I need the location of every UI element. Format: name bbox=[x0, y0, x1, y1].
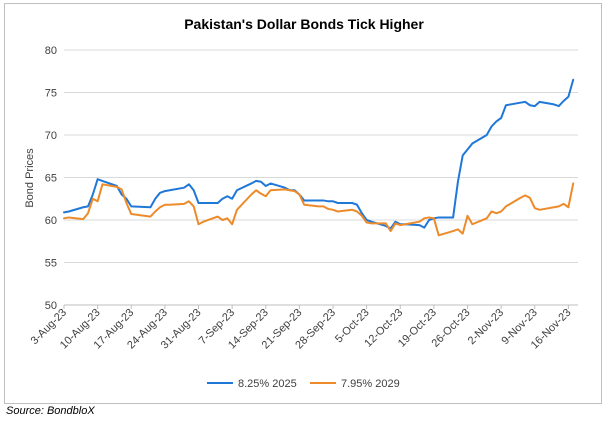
y-tick-label: 65 bbox=[45, 173, 57, 185]
y-tick-label: 55 bbox=[45, 258, 57, 270]
source-note: Source: BondbloX bbox=[6, 405, 95, 417]
x-tick-label: 2-Nov-23 bbox=[466, 307, 506, 347]
y-tick-label: 75 bbox=[45, 88, 57, 100]
y-tick-label: 50 bbox=[45, 300, 57, 312]
legend-label: 8.25% 2025 bbox=[238, 378, 297, 390]
chart-title: Pakistan's Dollar Bonds Tick Higher bbox=[184, 16, 424, 32]
gridlines bbox=[64, 49, 578, 263]
series-line bbox=[63, 78, 575, 230]
legend-label: 7.95% 2029 bbox=[341, 378, 400, 390]
y-axis-label: Bond Prices bbox=[24, 148, 36, 208]
y-tick-label: 70 bbox=[45, 130, 57, 142]
y-tick-label: 60 bbox=[45, 215, 57, 227]
legend: 8.25% 2025 7.95% 2029 bbox=[207, 378, 400, 390]
y-tick-label: 80 bbox=[45, 45, 57, 57]
series-lines bbox=[63, 78, 575, 237]
series-line bbox=[63, 182, 575, 237]
